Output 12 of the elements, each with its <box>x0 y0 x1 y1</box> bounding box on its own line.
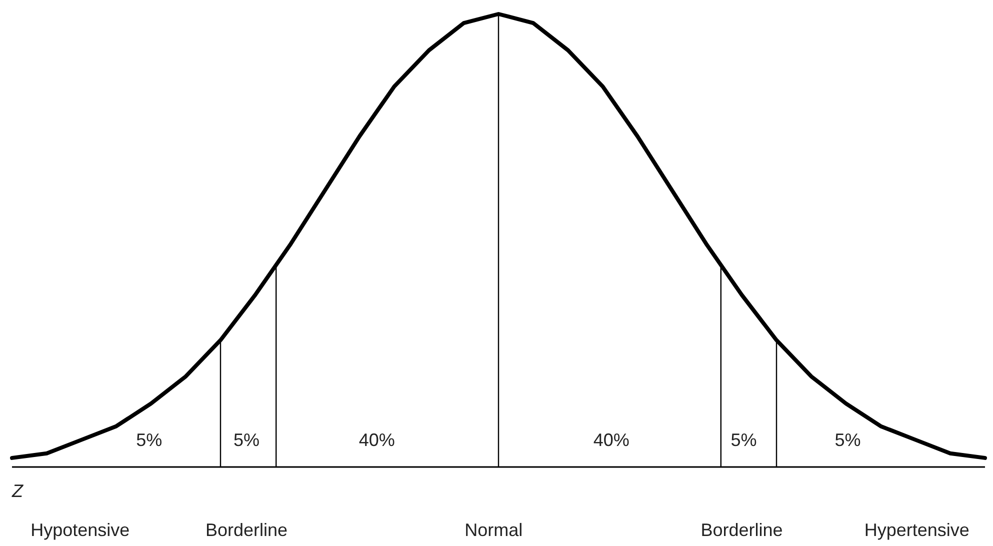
annotation: 5% <box>136 430 162 450</box>
annotation: 40% <box>593 430 630 450</box>
text: Hypertensive <box>864 520 970 540</box>
text: Borderline <box>205 520 288 540</box>
text: Normal <box>464 520 523 540</box>
x-axis-title: Z <box>11 481 24 501</box>
annotation: 40% <box>358 430 395 450</box>
annotation: 5% <box>834 430 861 450</box>
annotation: 5% <box>233 430 260 450</box>
annotation: 5% <box>730 430 757 450</box>
text: Hypotensive <box>30 520 130 540</box>
text: Borderline <box>700 520 783 540</box>
